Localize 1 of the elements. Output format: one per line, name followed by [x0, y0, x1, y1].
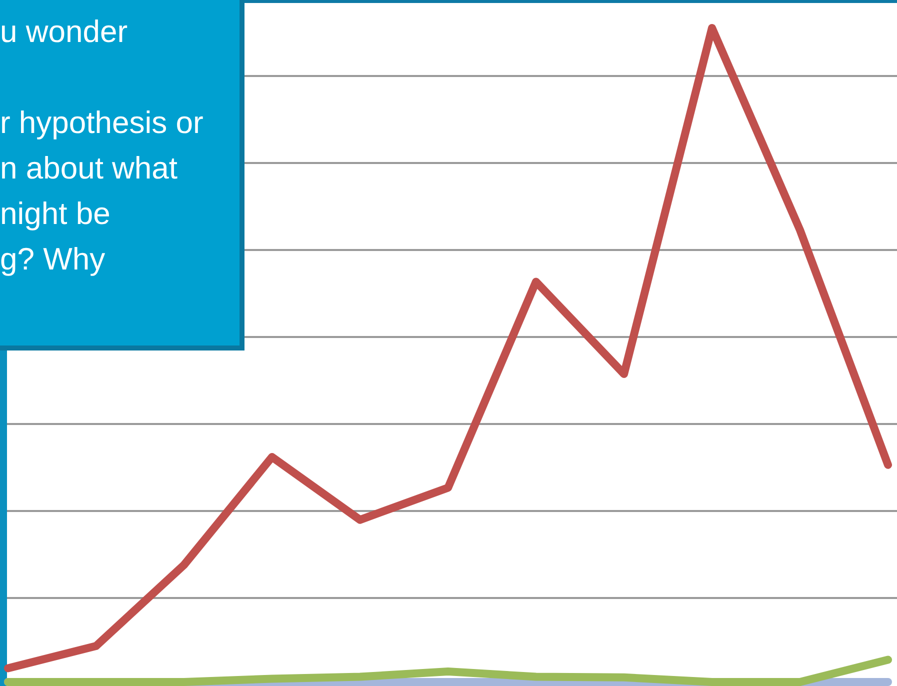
- text: u wonder r hypothesis or n about what night be g? Why: [0, 14, 204, 276]
